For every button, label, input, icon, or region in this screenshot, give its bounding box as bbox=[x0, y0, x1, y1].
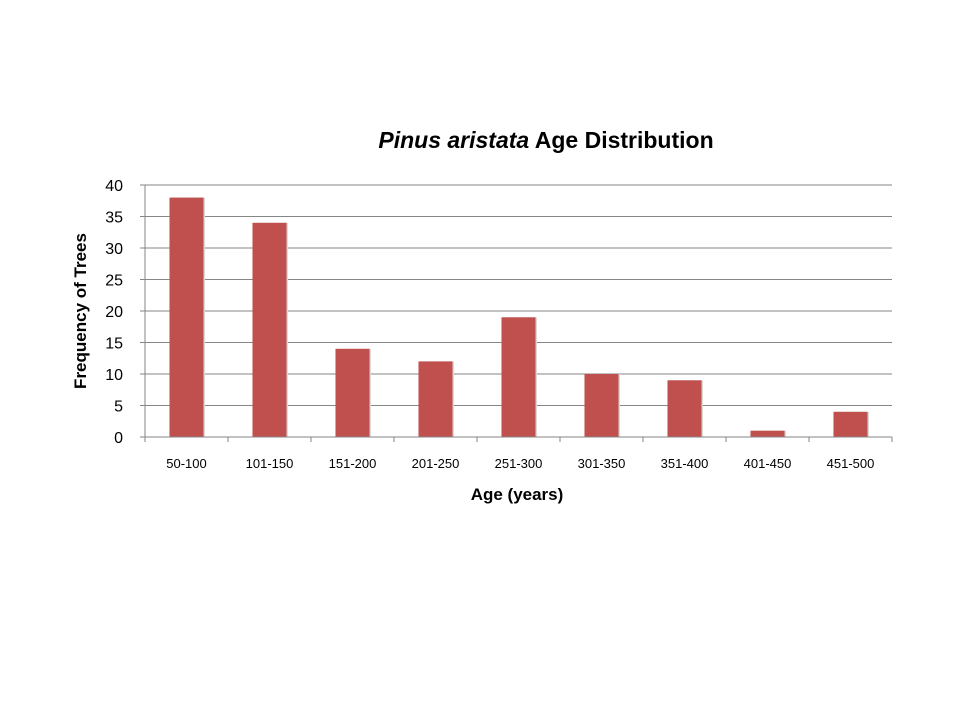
bar bbox=[750, 430, 785, 437]
x-tick-label: 251-300 bbox=[495, 456, 543, 471]
y-tick-label: 10 bbox=[105, 367, 123, 384]
bar bbox=[252, 222, 287, 437]
x-tick-labels: 50-100 101-150 151-200 201-250 251-300 301-35… bbox=[166, 456, 874, 471]
x-tick-label: 401-450 bbox=[744, 456, 792, 471]
chart-title-rest: Age Distribution bbox=[529, 127, 713, 153]
x-tick-label: 451-500 bbox=[827, 456, 875, 471]
x-axis-title: Age (years) bbox=[471, 485, 564, 504]
y-tick-label: 30 bbox=[105, 241, 123, 258]
x-tick-label: 101-150 bbox=[246, 456, 294, 471]
bar bbox=[584, 374, 619, 437]
x-tick-label: 50-100 bbox=[166, 456, 206, 471]
y-axis-title: Frequency of Trees bbox=[71, 233, 90, 389]
bar bbox=[833, 411, 868, 437]
x-tick-label: 151-200 bbox=[329, 456, 377, 471]
chart-title-italic: Pinus aristata bbox=[378, 127, 529, 153]
x-tick-label: 201-250 bbox=[412, 456, 460, 471]
x-tick-label: 351-400 bbox=[661, 456, 709, 471]
bar bbox=[418, 361, 453, 437]
axes bbox=[140, 184, 893, 442]
bar bbox=[667, 380, 702, 437]
y-tick-label: 0 bbox=[114, 430, 123, 447]
bar bbox=[501, 317, 536, 437]
bar bbox=[335, 348, 370, 437]
y-tick-label: 20 bbox=[105, 304, 123, 321]
y-tick-label: 35 bbox=[105, 210, 123, 227]
y-tick-label: 40 bbox=[105, 178, 123, 195]
x-tick-label: 301-350 bbox=[578, 456, 626, 471]
y-tick-label: 15 bbox=[105, 336, 123, 353]
y-tick-labels: 0 5 10 15 20 25 30 35 40 bbox=[105, 178, 123, 447]
chart-title: Pinus aristata Age Distribution bbox=[378, 127, 713, 153]
bars bbox=[169, 197, 870, 437]
y-tick-label: 5 bbox=[114, 399, 123, 416]
bar bbox=[169, 197, 204, 437]
y-tick-label: 25 bbox=[105, 273, 123, 290]
